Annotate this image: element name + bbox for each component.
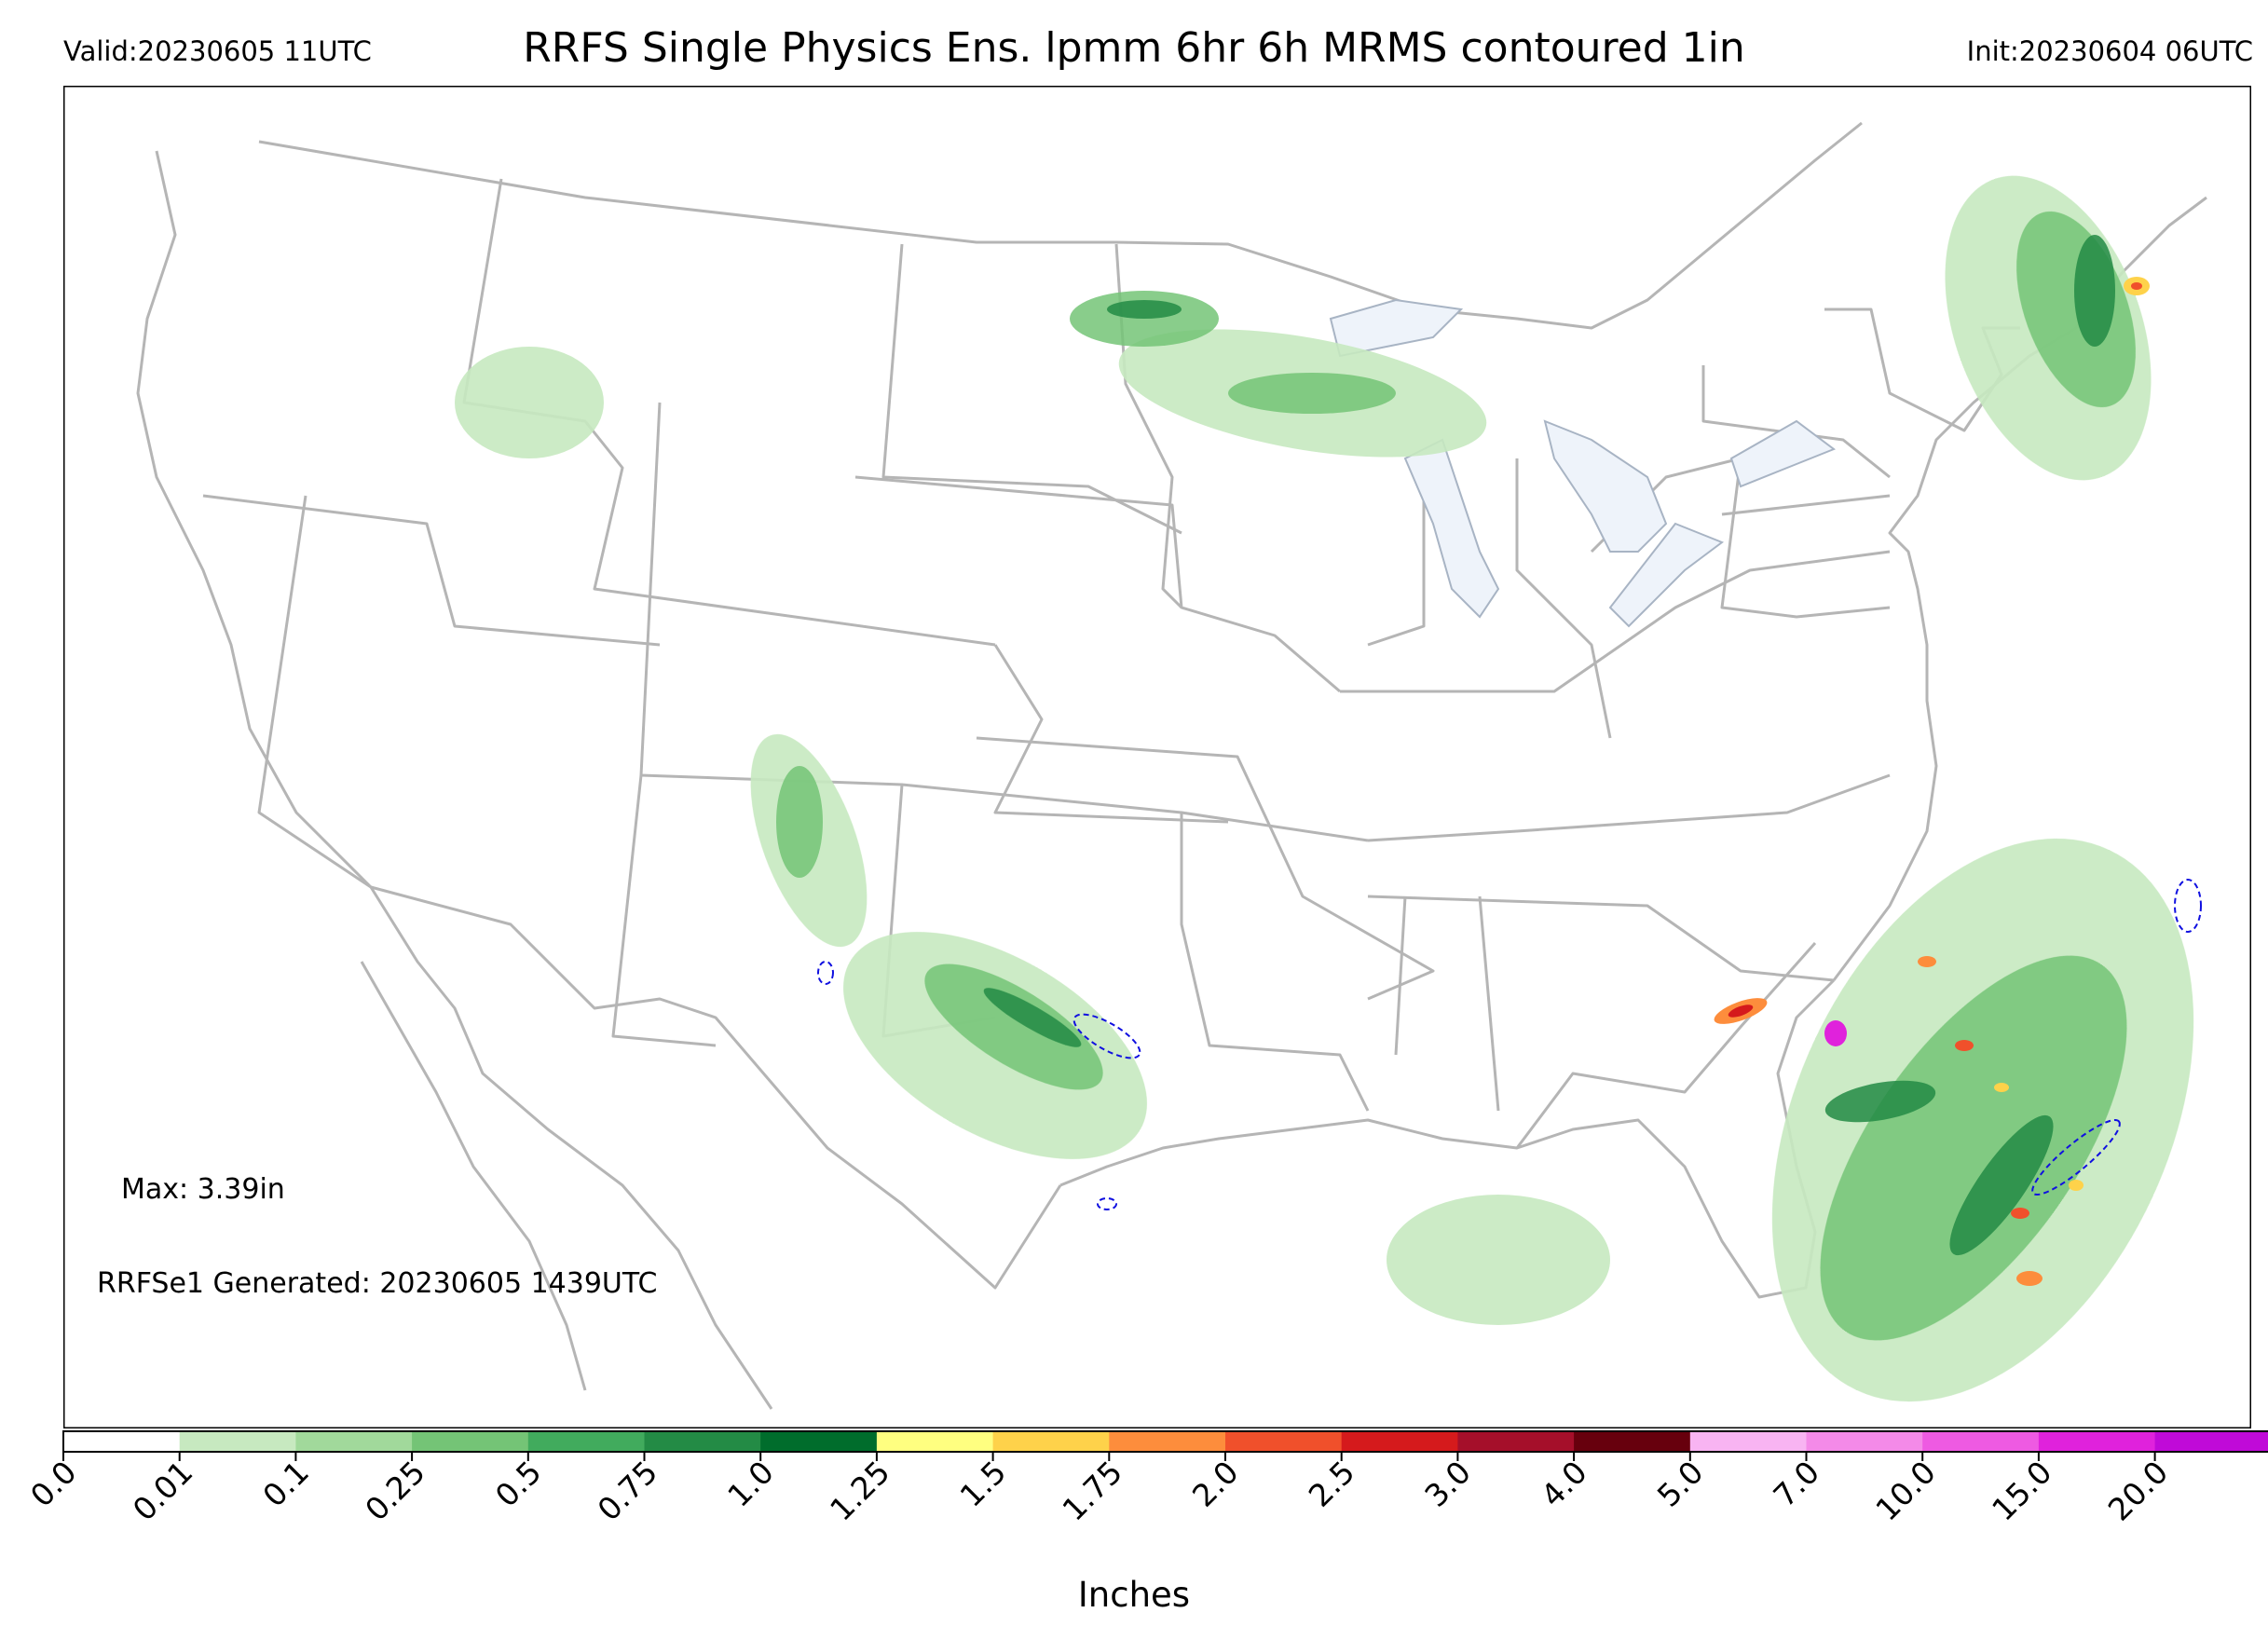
colorbar-cell [179,1431,296,1452]
colorbar-tick-label: 10.0 [1868,1454,1943,1528]
great-lakes [1329,298,1837,628]
colorbar-cell [2154,1431,2268,1452]
colorbar-cells [62,1430,2268,1453]
precip-patch-gulf [1387,1195,1610,1325]
baja [360,961,587,1391]
colorbar-tick-label: 1.0 [720,1454,781,1514]
precip-patch-northwest [455,347,604,458]
colorbar-tick-label: 4.0 [1534,1454,1594,1514]
init-time-label: Init:20230604 06UTC [1966,35,2253,67]
colorbar-tick-label: 0.25 [358,1454,432,1528]
colorbar-cell [63,1431,181,1452]
colorbar-cell [2038,1431,2156,1452]
colorbar-tick-label: 0.1 [255,1454,316,1514]
colorbar-cell [1457,1431,1575,1452]
colorbar-tick-label: 0.75 [591,1454,665,1528]
colorbar-cell [1922,1431,2040,1452]
mrms-contours [817,879,2202,1210]
colorbar-tick-label: 0.0 [23,1454,84,1514]
us-west-coast [136,150,773,1410]
colorbar-tick-label: 15.0 [1985,1454,2059,1528]
colorbar-cell [1225,1431,1343,1452]
generated-annotation: RRFSe1 Generated: 20230605 1439UTC [97,1267,657,1300]
colorbar-tick-label: 2.5 [1302,1454,1362,1514]
colorbar-cell [1806,1431,1923,1452]
valid-time-label: Valid:20230605 11UTC [63,35,372,67]
precip-max-atlantic [1824,1020,1847,1046]
colorbar-frame [62,1430,2268,1453]
colorbar-cell [644,1431,761,1452]
precip-map: Max: 3.39in RRFSe1 Generated: 20230605 1… [63,86,2251,1428]
colorbar-tick-label: 0.5 [488,1454,549,1514]
mexico-border [370,885,1062,1290]
colorbar-tick-label: 1.5 [953,1454,1014,1514]
state-borders [136,121,2207,1410]
colorbar-tick-label: 2.0 [1185,1454,1246,1514]
colorbar-tick-label: 1.25 [823,1454,897,1528]
colorbar-cell [1109,1431,1226,1452]
colorbar-cell [1341,1431,1458,1452]
colorbar-label: Inches [1077,1575,1191,1615]
colorbar-tick-label: 3.0 [1417,1454,1478,1514]
colorbar-cell [295,1431,413,1452]
colorbar-cell [876,1431,994,1452]
chart-title: RRFS Single Physics Ens. lpmm 6hr 6h MRM… [523,24,1745,72]
colorbar-cell [992,1431,1110,1452]
colorbar-cell [1574,1431,1691,1452]
colorbar-tick-label: 5.0 [1650,1454,1711,1514]
colorbar-tick-label: 1.75 [1055,1454,1129,1528]
colorbar-cell [527,1431,645,1452]
colorbar-ticks: 0.0 0.01 0.1 0.25 0.5 0.75 1.0 1.25 1.5 1.75 2.0 2.… [23,1452,2175,1528]
precip-areas [455,175,2202,1402]
canada-border [258,121,1863,330]
colorbar-cell [412,1431,529,1452]
colorbar-tick-label: 20.0 [2101,1454,2176,1528]
colorbar-cell [1689,1431,1807,1452]
colorbar-tick-label: 0.01 [126,1454,200,1528]
colorbar-tick-label: 7.0 [1766,1454,1826,1514]
max-annotation: Max: 3.39in [121,1173,285,1206]
colorbar-cell [760,1431,878,1452]
